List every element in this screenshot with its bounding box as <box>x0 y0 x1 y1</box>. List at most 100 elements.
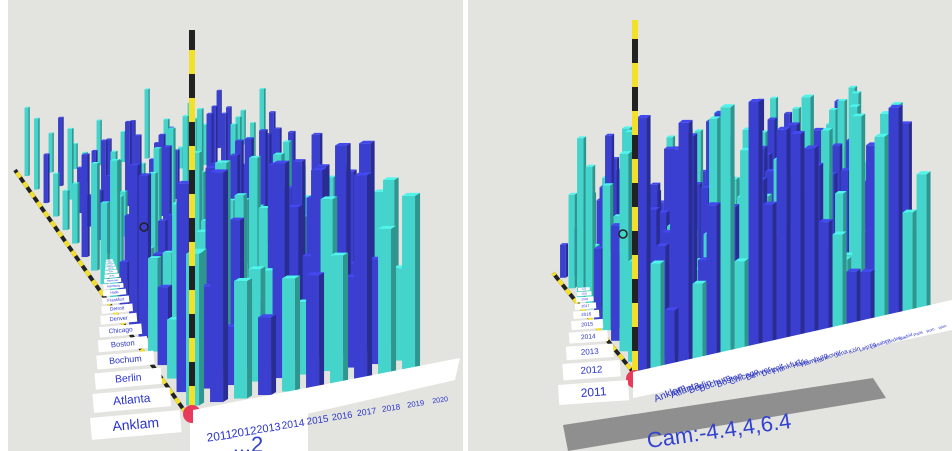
bar-top-face <box>229 217 245 221</box>
column-label: 2012 <box>231 425 258 440</box>
bar-side-face <box>800 130 805 347</box>
bar-front-face <box>602 185 611 331</box>
bar-side-face <box>121 195 124 268</box>
bar-top-face <box>622 126 633 129</box>
bar-side-face <box>758 99 763 354</box>
row-label-card <box>565 343 614 361</box>
bar-top-face <box>647 207 660 210</box>
bar-top-face <box>378 225 397 229</box>
bar-front-face <box>902 212 913 329</box>
bar-top-face <box>770 96 779 99</box>
pole-segment <box>189 98 195 122</box>
bar-top-face <box>860 269 875 273</box>
bar-top-face <box>888 104 903 108</box>
bar-side-face <box>38 117 40 190</box>
bar-top-face <box>282 275 301 279</box>
column-label: Jena <box>834 348 850 360</box>
bar-top-face <box>43 153 50 155</box>
right-chart-view[interactable]: 2011 2012 2013 2014 2015 2016 2017 2018 2019 2020… <box>468 0 952 451</box>
bar-top-face <box>134 134 142 136</box>
column-label: 2020 <box>432 395 449 405</box>
bar-front-face <box>585 166 593 310</box>
bar-side-face <box>52 132 54 173</box>
bar-top-face <box>748 99 763 103</box>
pole-segment <box>632 231 638 255</box>
left-row-labels: Anklam Atlanta Berlin Bochum Boston Chicago De… <box>90 259 182 440</box>
pole-segment <box>189 386 195 410</box>
bar-front-face <box>258 208 268 321</box>
bar-top-face <box>283 140 292 142</box>
bar-front-face <box>81 154 88 258</box>
pole-segment <box>632 111 638 135</box>
bar-side-face <box>391 225 397 378</box>
right-3d-bar-chart[interactable]: 2011 2012 2013 2014 2015 2016 2017 2018 20192020… <box>468 0 952 451</box>
bar-front-face <box>720 107 731 359</box>
bar-top-face <box>899 121 912 124</box>
row-label: Frankfurt <box>107 296 125 303</box>
bar-top-face <box>234 193 248 196</box>
bar-top-face <box>568 192 578 195</box>
bar-front-face <box>130 120 135 176</box>
bar-top-face <box>221 112 228 114</box>
pole-segment <box>189 290 195 314</box>
bar-side-face <box>415 192 421 375</box>
column-label: 2017 <box>356 406 377 419</box>
row-label: Hamburg <box>107 283 120 288</box>
row-label: 2020 <box>582 289 587 291</box>
bar-front-face <box>191 152 200 301</box>
row-label: 2011 <box>580 384 607 400</box>
bar-top-face <box>235 139 244 141</box>
bar-top-face <box>818 219 833 223</box>
bar-front-face <box>258 317 272 396</box>
bar-side-face <box>155 171 158 278</box>
bar-side-face <box>583 136 587 299</box>
bar-front-face <box>43 154 48 204</box>
row-label: Anklam <box>112 414 160 434</box>
bar-top-face <box>330 252 349 256</box>
bar-top-face <box>101 139 108 141</box>
bar-top-face <box>53 172 60 174</box>
bar-front-face <box>101 140 106 210</box>
bar-top-face <box>206 112 214 114</box>
bar-front-face <box>670 149 680 355</box>
pole-segment <box>632 39 638 63</box>
bar-front-face <box>259 130 266 247</box>
bar-top-face <box>734 258 749 262</box>
bar-top-face <box>812 127 824 131</box>
bar-front-face <box>776 129 787 350</box>
bar-top-face <box>153 147 162 149</box>
bar-top-face <box>666 135 676 138</box>
bar-front-face <box>706 205 717 361</box>
row-label-card <box>104 269 118 274</box>
bar-top-face <box>792 106 802 109</box>
bar-side-face <box>842 231 847 341</box>
bar-front-face <box>148 258 158 352</box>
bar-top-face <box>197 108 204 110</box>
column-label-card <box>633 300 952 398</box>
bar-top-face <box>821 127 833 131</box>
pole-segment <box>189 242 195 266</box>
bar-top-face <box>311 132 323 135</box>
left-chart-view[interactable]: Anklam Atlanta Berlin Bochum Boston Chicago De… <box>8 0 463 451</box>
bar-top-face <box>157 284 173 288</box>
row-label: Hannover <box>107 278 119 283</box>
bar-side-face <box>271 314 277 396</box>
bar-side-face <box>912 209 917 329</box>
left-3d-bar-chart[interactable]: Anklam Atlanta Berlin Bochum Boston Chicago De… <box>8 0 463 451</box>
column-label: Köln <box>848 346 861 356</box>
bar-front-face <box>62 190 68 231</box>
bar-side-face <box>87 153 90 258</box>
bar-top-face <box>259 88 266 90</box>
bar-top-face <box>258 314 277 318</box>
bar-front-face <box>762 204 773 352</box>
row-label: 2016 <box>581 311 592 317</box>
bar-top-face <box>91 161 100 164</box>
bar-front-face <box>650 263 661 370</box>
bar-top-face <box>130 119 136 121</box>
bar-top-face <box>804 145 819 149</box>
row-label: 2019 <box>581 292 587 295</box>
bar-top-face <box>402 192 421 196</box>
bar-side-face <box>97 161 100 271</box>
pole-segment <box>189 30 195 50</box>
row-label: 2017 <box>581 304 589 309</box>
